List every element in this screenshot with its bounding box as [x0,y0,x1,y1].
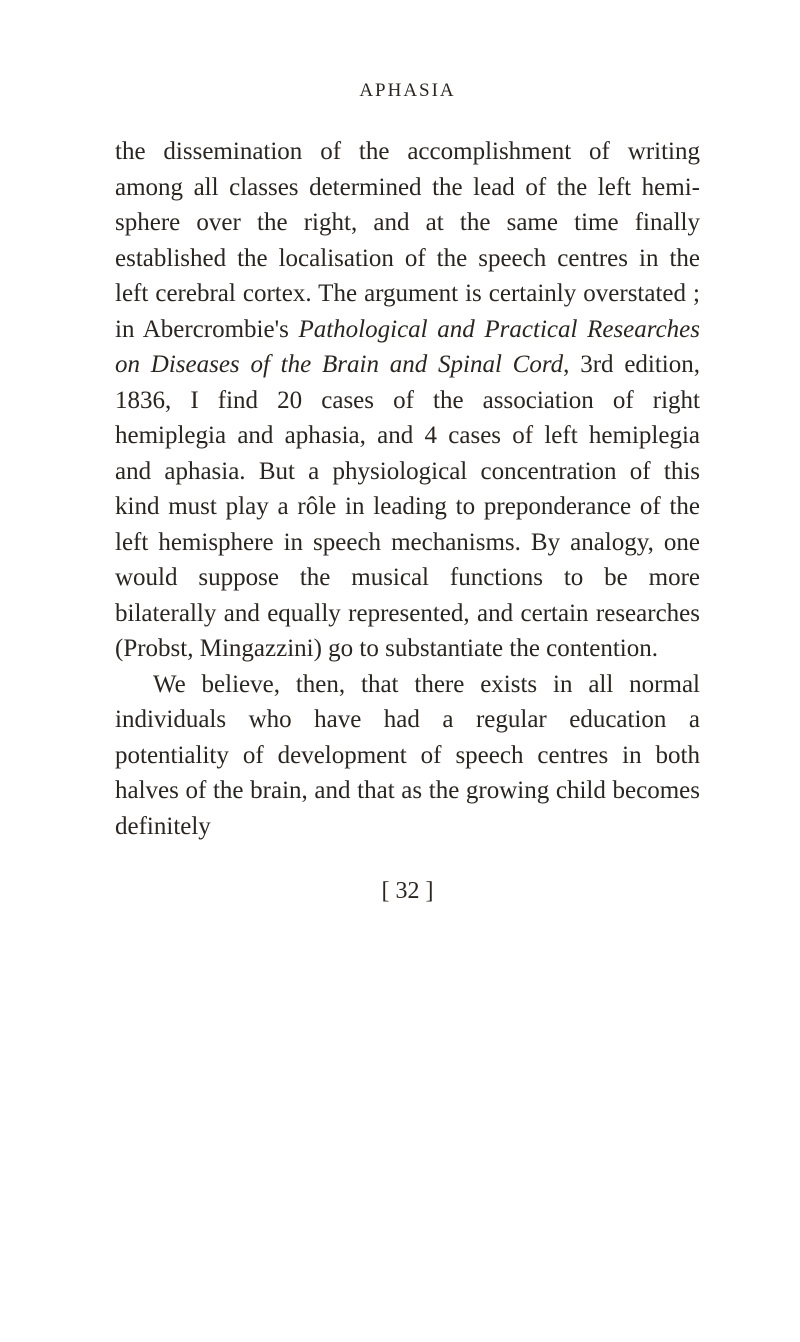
page-number: [ 32 ] [115,878,700,905]
paragraph-1-text-part2: , 3rd edition, 1836, I find 20 cases of … [115,351,700,662]
paragraph-1: the dissemination of the accomplish­ment… [115,134,700,667]
paragraph-1-text-part1: the dissemination of the accomplish­ment… [115,138,700,343]
page-container: APHASIA the dissemination of the accompl… [0,0,800,965]
body-text-container: the dissemination of the accomplish­ment… [115,134,700,844]
paragraph-2: We believe, then, that there exists in a… [115,667,700,845]
page-header-title: APHASIA [115,80,700,102]
